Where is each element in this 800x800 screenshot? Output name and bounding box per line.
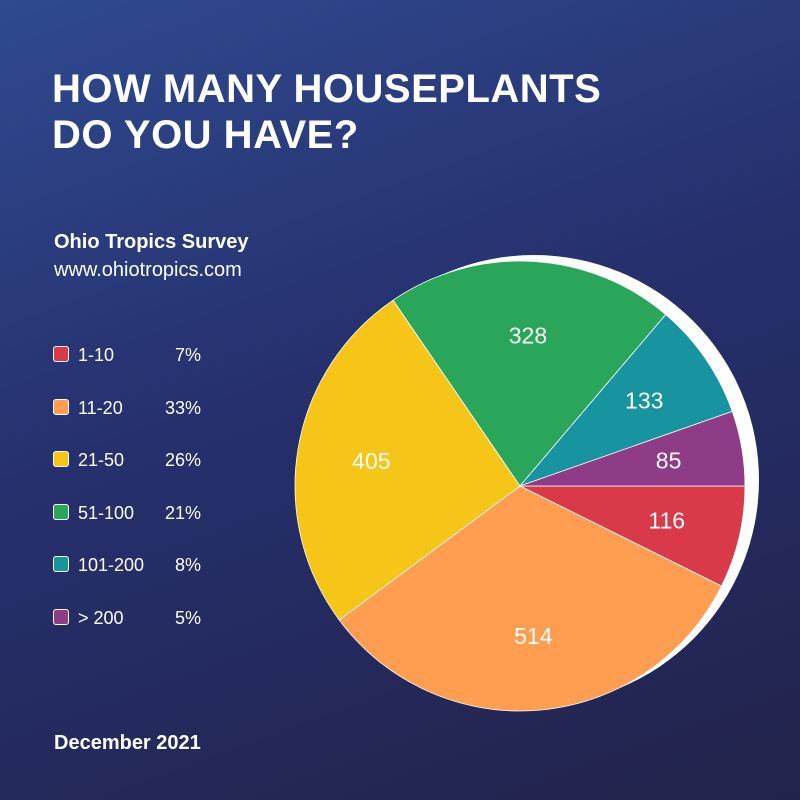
legend-item-11-20: 11-20 33% <box>53 397 253 419</box>
legend-percent: 26% <box>164 450 201 470</box>
legend-item-101-200: 101-200 8% <box>53 554 253 576</box>
legend-swatch <box>53 451 69 467</box>
source-name: Ohio Tropics Survey <box>54 231 249 253</box>
pie-slice-21-50 <box>294 299 521 621</box>
pie-slice-51-100 <box>392 260 667 487</box>
pie-slice-200 <box>519 410 746 487</box>
pie-slice-1-10 <box>519 485 746 587</box>
legend-item-1-10: 1-10 7% <box>53 344 253 366</box>
source-url: www.ohiotropics.com <box>54 259 242 281</box>
chart-title-line-2: DO YOU HAVE? <box>52 113 359 157</box>
legend-item-51-100: 51-100 21% <box>53 502 253 524</box>
source-info: Ohio Tropics Survey www.ohiotropics.com <box>54 228 249 284</box>
legend-swatch <box>53 608 69 625</box>
legend-label: 1-10 <box>78 345 115 365</box>
legend-swatch <box>53 503 69 520</box>
pie-data-label: 133 <box>625 388 663 414</box>
legend-label: > 200 <box>78 607 124 628</box>
pie-data-label: 116 <box>648 507 685 533</box>
pie-data-label: 405 <box>352 448 390 474</box>
legend-percent: 8% <box>174 555 201 575</box>
chart-title-line-1: HOW MANY HOUSEPLANTS <box>52 67 602 111</box>
legend-label: 101-200 <box>78 555 145 575</box>
legend-percent: 33% <box>164 397 201 418</box>
legend-percent: 7% <box>174 345 201 365</box>
legend-swatch <box>53 346 69 362</box>
legend-item-21-50: 21-50 26% <box>53 449 253 471</box>
chart-title: HOW MANY HOUSEPLANTS DO YOU HAVE? <box>52 66 692 158</box>
legend-percent: 21% <box>164 502 201 523</box>
pie-slice-11-20 <box>338 485 723 712</box>
pie-data-label: 328 <box>509 322 547 348</box>
legend-item-over-200: > 200 5% <box>53 607 253 629</box>
legend-percent: 5% <box>174 607 201 628</box>
pie-data-label: 85 <box>656 448 682 474</box>
legend-label: 51-100 <box>78 502 135 523</box>
legend-swatch <box>53 556 69 572</box>
legend-swatch <box>53 398 69 415</box>
legend: 1-10 7% 11-20 33% 21-50 26% 51-100 21% 1… <box>53 344 253 659</box>
pie-data-label: 514 <box>514 623 553 649</box>
legend-label: 11-20 <box>78 397 123 418</box>
legend-label: 21-50 <box>78 450 125 470</box>
pie-slice-101-200 <box>518 313 733 487</box>
footer-date: December 2021 <box>54 732 201 754</box>
